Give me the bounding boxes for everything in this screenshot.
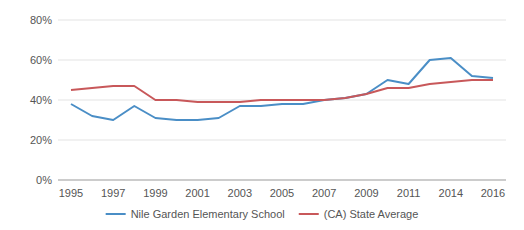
- legend-label: Nile Garden Elementary School: [131, 208, 285, 220]
- series-line: [71, 80, 493, 102]
- y-tick-label: 60%: [30, 54, 52, 66]
- legend-swatch: [299, 213, 319, 215]
- x-tick-label: 2014: [439, 187, 463, 199]
- x-tick-label: 1999: [143, 187, 167, 199]
- y-tick-label: 20%: [30, 134, 52, 146]
- x-tick-label: 1995: [59, 187, 83, 199]
- x-tick-label: 2003: [228, 187, 252, 199]
- chart: 0% 20% 40% 60% 80% 1995 1997 1999 2001 2003 2005 20…: [0, 0, 524, 230]
- x-tick-label: 2016: [481, 187, 505, 199]
- y-tick-label: 40%: [30, 94, 52, 106]
- x-tick-label: 2011: [397, 187, 421, 199]
- x-tick-label: 1997: [101, 187, 125, 199]
- legend: Nile Garden Elementary School (CA) State …: [106, 208, 419, 220]
- x-tick-label: 2005: [270, 187, 294, 199]
- x-tick-label: 2007: [312, 187, 336, 199]
- x-tick-label: 2001: [185, 187, 209, 199]
- legend-label: (CA) State Average: [324, 208, 419, 220]
- grid-line: [58, 20, 506, 21]
- series-line: [71, 58, 493, 120]
- grid-line: [58, 140, 506, 141]
- y-tick-label: 0%: [36, 174, 52, 186]
- series-group: [71, 58, 493, 120]
- x-tick-label: 2009: [354, 187, 378, 199]
- x-axis-line: [58, 180, 506, 181]
- y-tick-label: 80%: [30, 14, 52, 26]
- legend-swatch: [106, 213, 126, 215]
